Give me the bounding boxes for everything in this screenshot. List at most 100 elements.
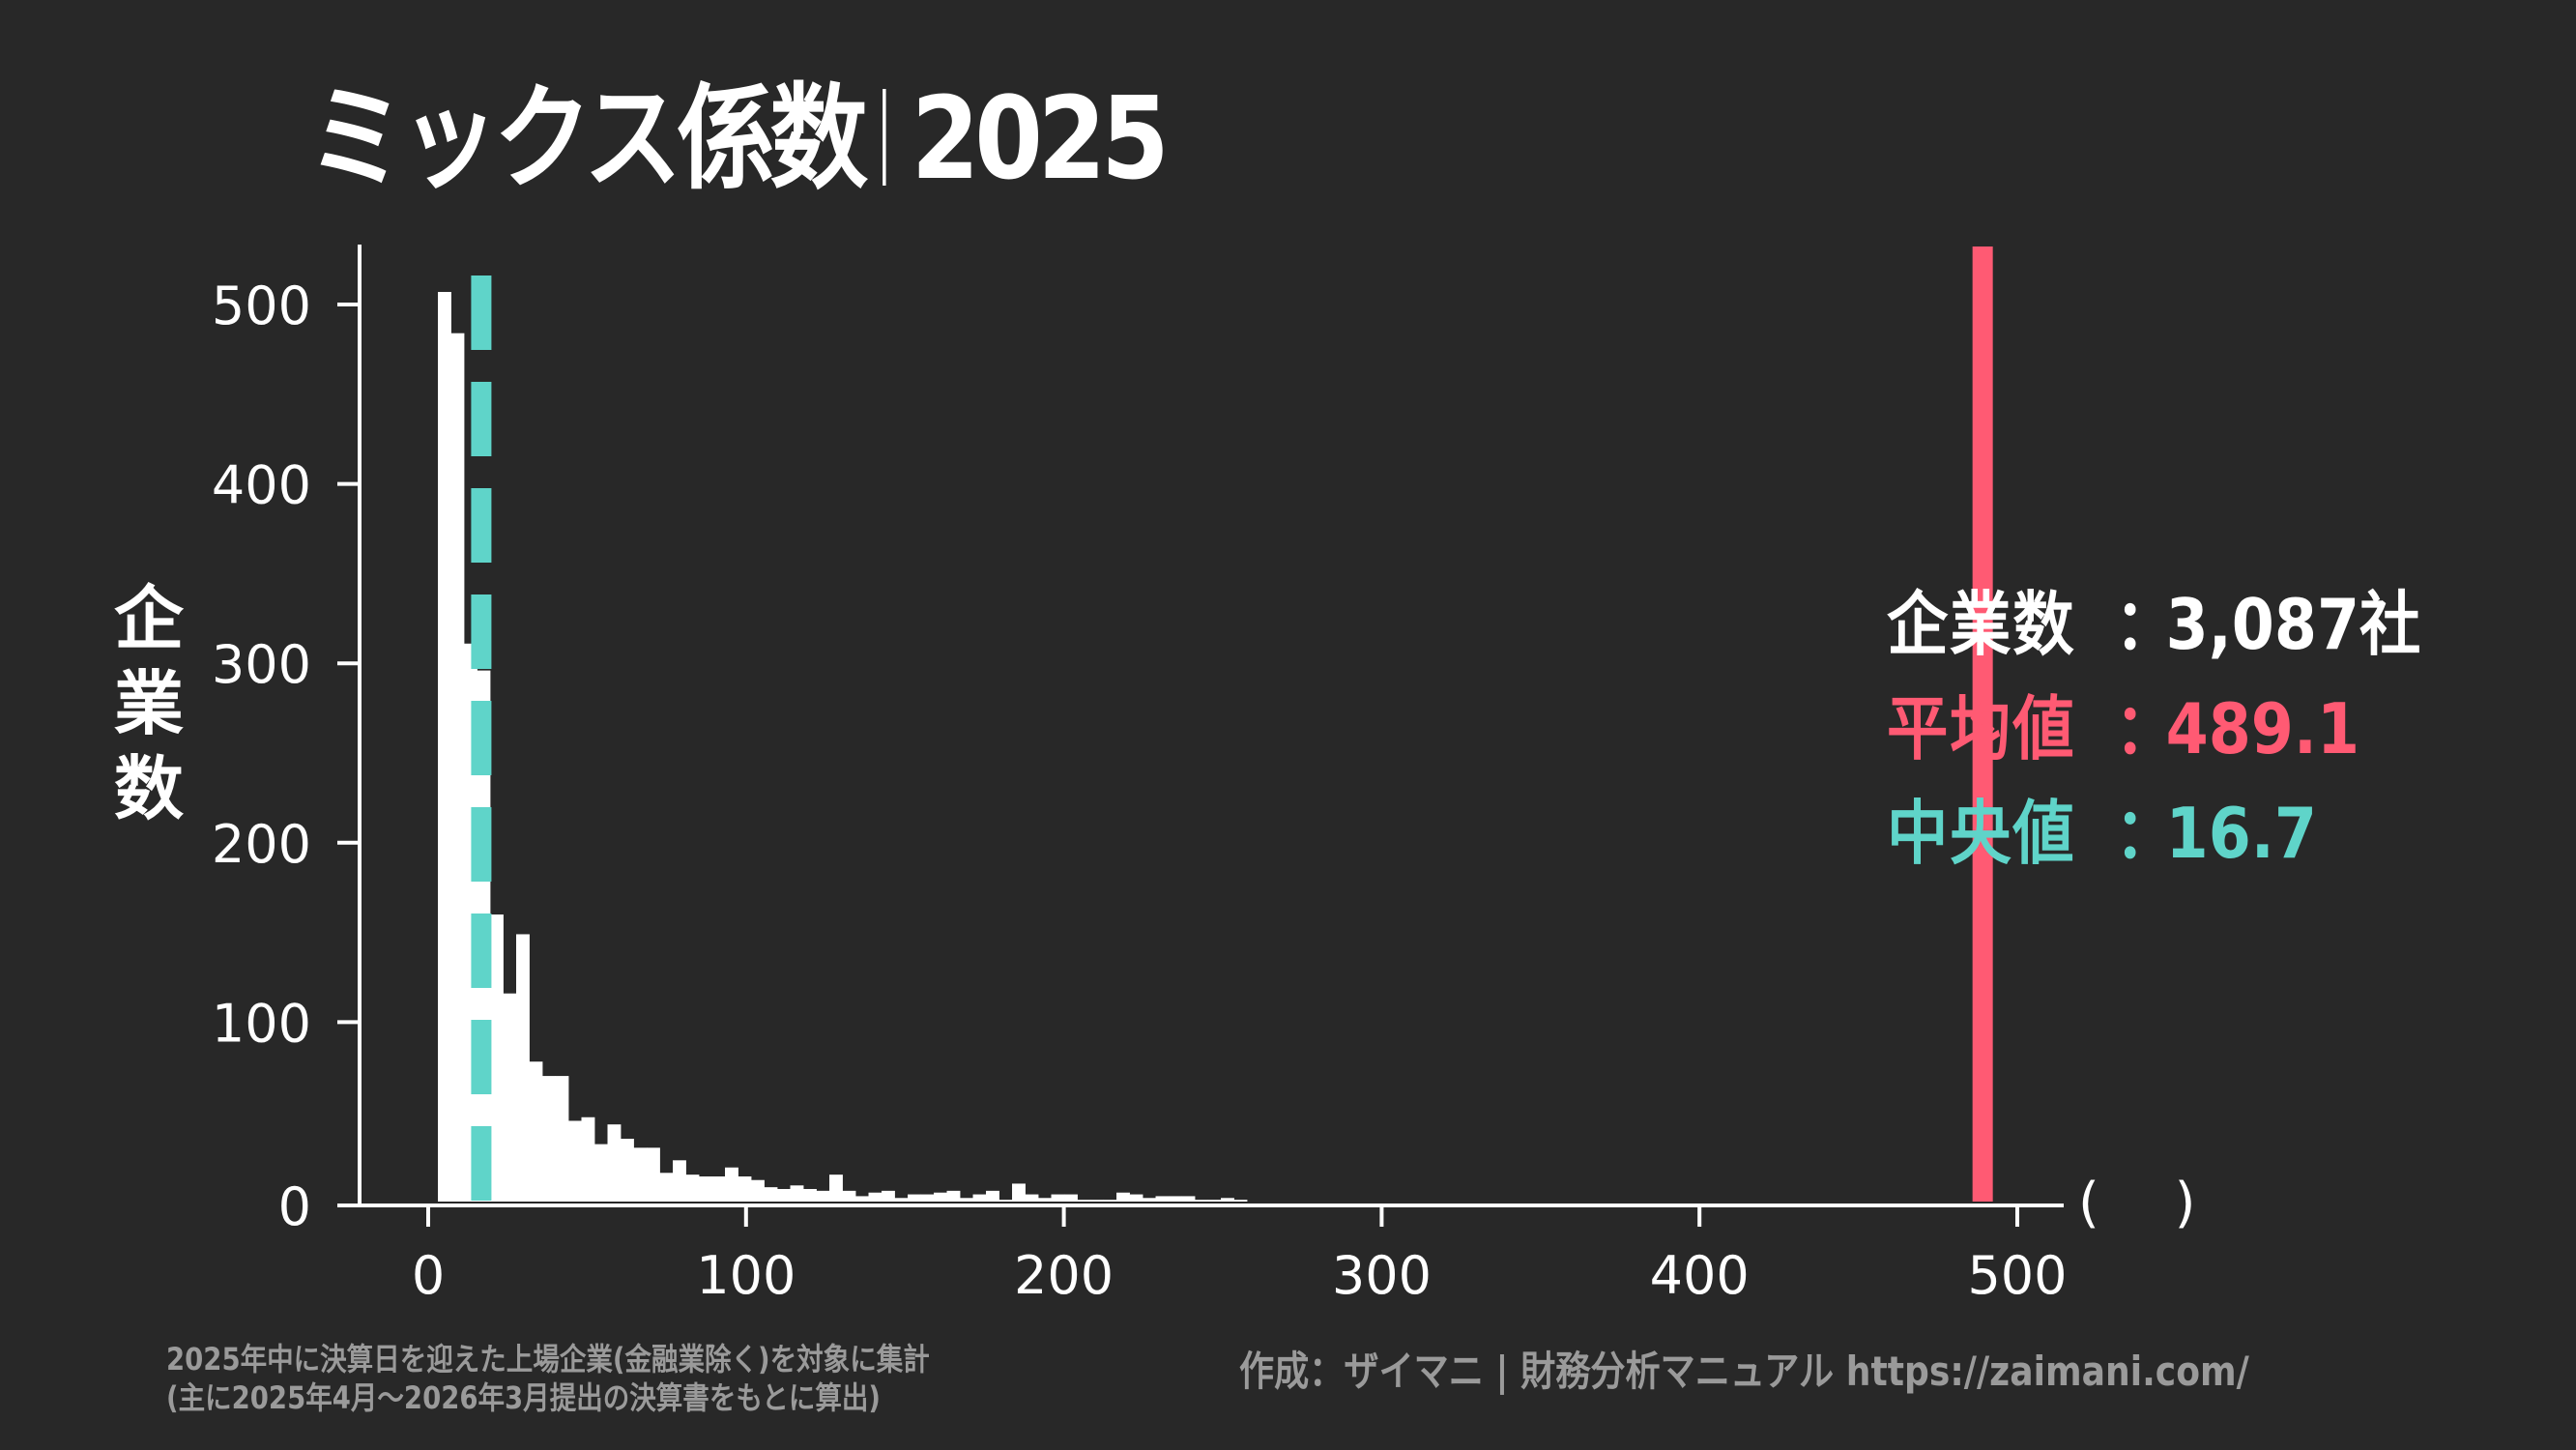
histogram-bar [1129, 1194, 1143, 1202]
histogram-bar [1169, 1196, 1182, 1202]
y-axis-label-char: 企 [113, 578, 184, 659]
histogram-bar [855, 1196, 869, 1202]
histogram-bar [738, 1176, 752, 1202]
histogram-bar [633, 1147, 648, 1202]
histogram-bar [1181, 1196, 1196, 1202]
y-tick-label: 100 [212, 993, 311, 1054]
histogram-bar [699, 1176, 712, 1202]
histogram-bar [673, 1160, 686, 1202]
y-tick-label: 300 [212, 634, 311, 695]
histogram-bar [764, 1187, 778, 1202]
x-tick-label: 200 [1014, 1245, 1114, 1306]
histogram-bar [960, 1198, 973, 1202]
stat-count-label: 企業数 [1887, 584, 2076, 665]
stat-mean-label: 平均値 [1887, 688, 2076, 769]
histogram-bar [1064, 1194, 1078, 1202]
x-tick-label: 0 [412, 1245, 445, 1306]
histogram-bar [515, 934, 530, 1202]
histogram-bar [725, 1167, 738, 1202]
histogram-bar [1051, 1194, 1065, 1202]
histogram-bar [685, 1174, 700, 1202]
histogram-bar [920, 1194, 935, 1202]
stat-median-label: 中央値 [1887, 793, 2076, 874]
x-tick-label: 400 [1650, 1245, 1750, 1306]
histogram-bar [489, 914, 504, 1202]
histogram-bar [581, 1116, 595, 1202]
histogram-bar [1143, 1198, 1156, 1202]
histogram-bar [816, 1190, 830, 1202]
footnote: 2025年中に決算日を迎えた上場企業(金融業除く)を対象に集計 (主に2025年… [166, 1340, 930, 1417]
y-tick-label: 500 [212, 276, 311, 336]
histogram-bar [803, 1189, 817, 1202]
histogram-bar [908, 1194, 921, 1202]
y-axis-label: 企 業 数 [108, 576, 189, 831]
histogram-bar [894, 1198, 909, 1202]
title-separator [883, 89, 886, 186]
footnote-line-2: (主に2025年4月～2026年3月提出の決算書をもとに算出) [166, 1379, 881, 1416]
y-tick-label: 400 [212, 455, 311, 516]
stat-median: 中央値 ：16.7 [1887, 781, 2420, 885]
histogram-bar [751, 1179, 765, 1202]
stat-count-value: 3,087社 [2165, 584, 2421, 665]
chart-title: ミックス係数 2025 [307, 75, 1170, 201]
y-tick-label: 0 [278, 1176, 311, 1237]
histogram-bar [659, 1173, 674, 1202]
histogram-bar [999, 1200, 1013, 1202]
histogram-bar [934, 1192, 947, 1202]
stat-median-value: 16.7 [2165, 793, 2317, 874]
histogram-bar [986, 1190, 999, 1202]
stat-median-colon: ： [2114, 793, 2177, 874]
histogram-bar [621, 1139, 634, 1202]
histogram-bar [1025, 1194, 1039, 1202]
histogram-bar [1207, 1200, 1222, 1202]
histogram-bar [777, 1189, 791, 1202]
title-main: ミックス係数 [307, 72, 868, 205]
histogram-bar [594, 1144, 608, 1202]
credit: 作成：ザイマニ | 財務分析マニュアル https://zaimani.com/ [1239, 1348, 2249, 1395]
y-tick-label: 200 [212, 814, 311, 875]
histogram-bar [1195, 1200, 1208, 1202]
reference-lines [471, 246, 1993, 1202]
histogram-bar [842, 1190, 856, 1202]
stats-panel: 企業数 ：3,087社 平均値 ：489.1 中央値 ：16.7 [1887, 572, 2494, 885]
histogram-bar [946, 1190, 961, 1202]
title-year: 2025 [911, 72, 1170, 205]
histogram-bar [1077, 1200, 1091, 1202]
histogram-bar [607, 1124, 622, 1202]
histogram-bar [790, 1185, 804, 1202]
histogram-bar [555, 1076, 569, 1202]
stat-mean-value: 489.1 [2165, 688, 2360, 769]
stat-mean-colon: ： [2114, 688, 2177, 769]
stat-count: 企業数 ：3,087社 [1887, 572, 2420, 677]
histogram-bar [829, 1174, 843, 1202]
histogram-bar [1012, 1183, 1026, 1202]
y-axis-label-char: 数 [113, 748, 184, 829]
histogram-bar [882, 1190, 895, 1202]
histogram-bar [972, 1194, 987, 1202]
histogram-bar [437, 292, 451, 1202]
axes: 0 100 200 300 400 500 0 100 200 300 400 500 [212, 245, 2068, 1306]
x-axis-unit: ( ) [2078, 1172, 2225, 1234]
footnote-line-1: 2025年中に決算日を迎えた上場企業(金融業除く)を対象に集計 [166, 1341, 930, 1378]
histogram-bar [1221, 1198, 1234, 1202]
histogram-bar [1103, 1200, 1117, 1202]
y-axis-label-char: 業 [113, 663, 184, 744]
histogram-bar [1155, 1196, 1170, 1202]
histogram-bar [503, 993, 517, 1202]
stat-mean: 平均値 ：489.1 [1887, 677, 2420, 781]
stat-count-colon: ： [2114, 584, 2177, 665]
histogram-bar [711, 1176, 726, 1202]
histogram-bar [541, 1076, 556, 1202]
histogram-bar [529, 1061, 543, 1202]
histogram-bar [647, 1147, 660, 1202]
histogram-bar [1233, 1200, 1248, 1202]
x-tick-label: 500 [1967, 1245, 2067, 1306]
histogram-bars [437, 292, 1248, 1202]
histogram-bar [1116, 1192, 1130, 1202]
histogram-bar [1090, 1200, 1104, 1202]
histogram-bar [568, 1120, 582, 1202]
histogram-bar [450, 333, 465, 1202]
x-tick-label: 300 [1332, 1245, 1432, 1306]
histogram-bar [1038, 1198, 1052, 1202]
